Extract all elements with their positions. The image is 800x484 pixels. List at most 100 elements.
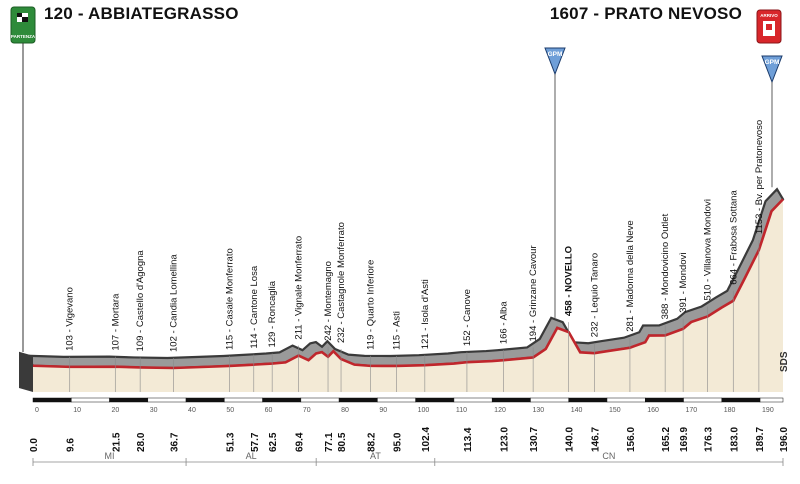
km-label: 57.7: [250, 432, 261, 452]
km-label: 62.5: [268, 432, 279, 452]
start-separator: -: [72, 4, 89, 23]
profile-left-side: [19, 351, 33, 392]
place-label: 458 - NOVELLO: [564, 246, 575, 316]
scale-segment: [491, 397, 531, 403]
finish-title: 1607 - PRATO NEVOSO: [550, 4, 742, 24]
finish-name: PRATO NEVOSO: [604, 4, 742, 23]
gpm-marker: [544, 47, 566, 76]
finish-separator: -: [588, 4, 605, 23]
scale-tick-label: 110: [456, 407, 467, 414]
place-label: 114 - Cantone Losa: [249, 265, 260, 348]
profile-body: [33, 199, 783, 392]
place-label: 119 - Quarto Inferiore: [366, 260, 377, 350]
km-label: 88.2: [367, 432, 378, 452]
sds-label: SDS: [779, 351, 790, 372]
place-label: 152 - Canove: [462, 289, 473, 346]
scale-segment: [185, 397, 225, 403]
km-label: 0.0: [29, 438, 40, 452]
province-label: AL: [246, 451, 257, 461]
gpm-marker: [761, 55, 783, 84]
scale-segment: [606, 397, 646, 403]
km-label: 51.3: [225, 432, 236, 452]
scale-segment: [530, 397, 569, 403]
scale-tick-label: 190: [762, 407, 774, 414]
km-label: 69.4: [295, 432, 306, 452]
km-label: 9.6: [66, 438, 77, 452]
scale-tick-label: 30: [150, 407, 158, 414]
scale-segment: [300, 397, 340, 403]
scale-tick-label: 0: [35, 407, 39, 414]
scale-tick-label: 140: [571, 407, 583, 414]
scale-segment: [109, 397, 149, 403]
province-label: MI: [105, 451, 115, 461]
place-label: 232 - Lequio Tanaro: [589, 253, 600, 337]
scale-segment: [453, 397, 493, 403]
km-label: 165.2: [661, 427, 672, 452]
gpm-label: GPM: [548, 51, 563, 58]
place-label: 107 - Mortara: [110, 293, 121, 351]
km-label: 130.7: [529, 427, 540, 452]
place-label: 194 - Grinzane Cavour: [528, 245, 539, 341]
arrivo-label: ARRIVO: [760, 13, 778, 18]
scale-tick-label: 90: [379, 407, 387, 414]
scale-segment: [262, 397, 302, 403]
scale-tick-label: 150: [609, 407, 621, 414]
place-label: 166 - Alba: [499, 301, 510, 344]
scale-tick-label: 170: [686, 407, 698, 414]
place-label: 103 - Vigevano: [65, 287, 76, 351]
km-label: 156.0: [626, 427, 637, 452]
gpm-label: GPM: [765, 59, 780, 66]
start-altitude: 120: [44, 4, 73, 23]
km-label: 77.1: [324, 432, 335, 452]
scale-tick-label: 40: [188, 407, 196, 414]
scale-segment: [338, 397, 378, 403]
scale-tick-label: 160: [647, 407, 659, 414]
place-label: 211 - Vignale Monferrato: [294, 236, 305, 340]
scale-segment: [721, 397, 761, 403]
km-label: 102.4: [421, 427, 432, 452]
scale-segment: [759, 397, 784, 403]
scale-tick-label: 60: [265, 407, 273, 414]
province-label: CN: [602, 451, 615, 461]
place-label: 129 - Roncaglia: [267, 280, 278, 347]
km-label: 21.5: [111, 432, 122, 452]
scale-tick-label: 120: [494, 407, 506, 414]
scale-segment: [644, 397, 684, 403]
km-label: 28.0: [136, 432, 147, 452]
km-label: 196.0: [779, 427, 790, 452]
place-label: 664 - Frabosa Sottana: [728, 190, 739, 285]
km-label: 146.7: [590, 427, 601, 452]
scale-tick-label: 70: [303, 407, 311, 414]
scale-tick-label: 80: [341, 407, 349, 414]
scale-tick-label: 50: [226, 407, 234, 414]
km-label: 183.0: [729, 427, 740, 452]
scale-segment: [224, 397, 263, 403]
km-label: 113.4: [463, 427, 474, 452]
km-label: 189.7: [755, 427, 766, 452]
scale-tick-label: 180: [724, 407, 736, 414]
km-label: 176.3: [704, 427, 715, 452]
finish-banner-mark: [766, 24, 772, 30]
finish-altitude: 1607: [549, 4, 589, 23]
km-label: 140.0: [565, 427, 576, 452]
scale-segment: [32, 397, 72, 403]
place-label: 391 - Mondovì: [678, 252, 689, 313]
km-label: 80.5: [337, 432, 348, 452]
scale-tick-label: 10: [73, 407, 81, 414]
partenza-label: PARTENZA: [11, 34, 36, 39]
scale-segment: [683, 397, 723, 403]
start-name: ABBIATEGRASSO: [88, 4, 239, 23]
place-label: 115 - Asti: [392, 311, 403, 350]
km-label: 36.7: [169, 432, 180, 452]
province-label: AT: [370, 451, 381, 461]
km-label: 169.9: [679, 427, 690, 452]
km-label: 123.0: [500, 427, 511, 452]
place-label: 510 - Villanova Mondovì: [703, 198, 714, 300]
flag-checker-icon: [17, 13, 28, 22]
place-label: 232 - Castagnole Monferrato: [336, 222, 347, 343]
km-label: 95.0: [393, 432, 404, 452]
place-label: 109 - Castello d'Agogna: [135, 250, 146, 352]
place-label: 281 - Madonna della Neve: [625, 220, 636, 331]
scale-segment: [147, 397, 187, 403]
